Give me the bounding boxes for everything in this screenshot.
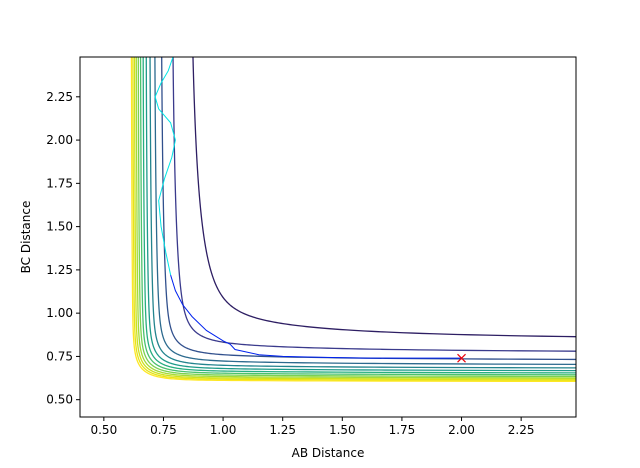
contour-lines [130,57,576,383]
x-axis-label: AB Distance [292,446,365,460]
contour-line [137,57,576,378]
contour-line [145,57,576,372]
contour-line [172,57,576,352]
x-tick-label: 0.50 [90,423,117,437]
y-tick-label: 1.25 [46,263,73,277]
y-tick-label: 2.25 [46,90,73,104]
contour-line [133,57,576,380]
contour-line [149,57,576,369]
contour-line [142,57,576,374]
y-tick-label: 1.50 [46,220,73,234]
x-tick-label: 1.00 [210,423,237,437]
x-tick-label: 1.75 [389,423,416,437]
x-tick-label: 2.25 [508,423,535,437]
trajectory-line [154,57,176,276]
contour-line [154,57,576,366]
contour-line [135,57,576,379]
contour-line [130,57,576,383]
plot-frame [79,56,577,418]
x-tick-label: 2.00 [448,423,475,437]
trajectory-line [170,274,462,359]
y-axis-ticks: 0.50 0.75 1.00 1.25 1.50 1.75 2.00 2.25 [46,90,80,407]
contour-line [192,57,576,338]
y-tick-label: 0.50 [46,393,73,407]
y-tick-label: 0.75 [46,349,73,363]
start-marker [457,353,466,363]
x-axis-ticks: 0.50 0.75 1.00 1.25 1.50 1.75 2.00 2.25 [90,417,535,437]
x-tick-label: 1.25 [269,423,296,437]
y-tick-label: 1.00 [46,306,73,320]
x-tick-label: 1.50 [329,423,356,437]
y-axis-label: BC Distance [19,201,33,274]
marker-layer [457,353,466,363]
trajectory-layer [154,57,462,359]
y-tick-label: 2.00 [46,133,73,147]
contour-line [132,57,576,381]
y-tick-label: 1.75 [46,176,73,190]
contour-line [139,57,576,376]
x-tick-label: 0.75 [150,423,177,437]
